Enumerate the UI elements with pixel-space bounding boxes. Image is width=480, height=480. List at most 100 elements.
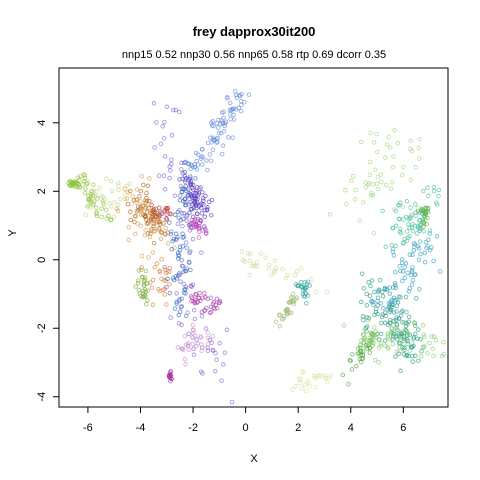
data-point (188, 249, 193, 254)
data-point (91, 199, 97, 204)
data-point (167, 220, 172, 225)
data-point (406, 289, 412, 294)
data-point (394, 298, 399, 303)
data-point (354, 363, 359, 369)
data-point (227, 100, 233, 106)
data-point (162, 264, 167, 270)
data-point (178, 193, 183, 198)
data-point (129, 201, 135, 207)
data-point (236, 105, 241, 111)
data-point (183, 183, 189, 189)
data-point (407, 233, 412, 239)
data-point (409, 212, 414, 218)
data-point (424, 209, 429, 214)
data-point (188, 294, 194, 299)
data-point (397, 348, 403, 354)
data-point (366, 280, 371, 285)
data-point (186, 341, 191, 346)
data-point (173, 237, 179, 242)
data-point (181, 269, 186, 275)
data-point (167, 265, 172, 271)
data-point (355, 346, 361, 351)
data-point (186, 202, 191, 207)
data-point (374, 131, 379, 137)
data-point (394, 325, 400, 331)
data-point (202, 290, 207, 296)
data-point (88, 189, 94, 195)
point-cluster (369, 210, 443, 323)
data-point (117, 196, 123, 202)
data-point (358, 345, 363, 351)
data-point (325, 380, 330, 385)
data-point (188, 178, 194, 184)
data-point (192, 161, 198, 167)
data-point (390, 249, 395, 255)
data-point (219, 151, 225, 157)
data-point (178, 279, 183, 284)
data-point (401, 164, 406, 170)
data-point (84, 181, 90, 186)
data-point (398, 340, 403, 346)
data-point (194, 211, 200, 216)
data-point (128, 217, 134, 223)
data-point (390, 332, 395, 337)
data-point (196, 235, 202, 240)
data-point (441, 339, 446, 345)
data-point (180, 244, 186, 249)
data-point (227, 112, 233, 117)
data-point (388, 186, 394, 191)
data-point (109, 189, 115, 194)
data-point (400, 278, 405, 284)
data-point (318, 373, 324, 378)
data-point (371, 302, 376, 308)
data-point (222, 350, 228, 355)
data-point (379, 179, 384, 185)
data-point (273, 265, 279, 271)
data-point (269, 272, 274, 278)
data-point (218, 121, 223, 127)
data-point (180, 223, 185, 229)
data-point (386, 134, 391, 140)
x-tick-label: 2 (295, 422, 301, 434)
data-point (116, 187, 121, 193)
data-point (194, 205, 199, 211)
data-point (410, 341, 415, 346)
data-point (421, 229, 426, 234)
data-point (191, 328, 196, 333)
data-point (86, 196, 91, 202)
data-point (277, 324, 283, 329)
data-point (135, 221, 140, 226)
data-point (346, 381, 351, 387)
data-point (290, 387, 295, 392)
data-point (138, 188, 144, 194)
data-point (370, 192, 376, 198)
data-point (188, 224, 193, 230)
x-axis-label: X (250, 453, 258, 465)
data-point (197, 290, 202, 296)
data-point (194, 300, 200, 305)
data-point (183, 175, 189, 181)
data-point (182, 169, 187, 175)
data-point (415, 205, 421, 211)
data-point (116, 202, 121, 208)
data-point (185, 310, 190, 315)
data-point (82, 190, 88, 196)
data-point (245, 250, 251, 256)
y-tick-label: 0 (36, 257, 48, 263)
data-point (193, 150, 199, 156)
data-point (375, 303, 380, 308)
point-cluster (239, 249, 330, 295)
data-point (85, 178, 90, 184)
data-point (340, 372, 346, 378)
data-point (162, 231, 168, 236)
data-point (397, 335, 403, 341)
data-point (205, 296, 211, 302)
data-point (92, 194, 98, 199)
data-point (210, 333, 215, 339)
plot-frame (58, 67, 449, 408)
data-point (145, 210, 150, 215)
data-point (378, 320, 384, 326)
data-point (164, 284, 169, 290)
data-point (405, 270, 410, 276)
